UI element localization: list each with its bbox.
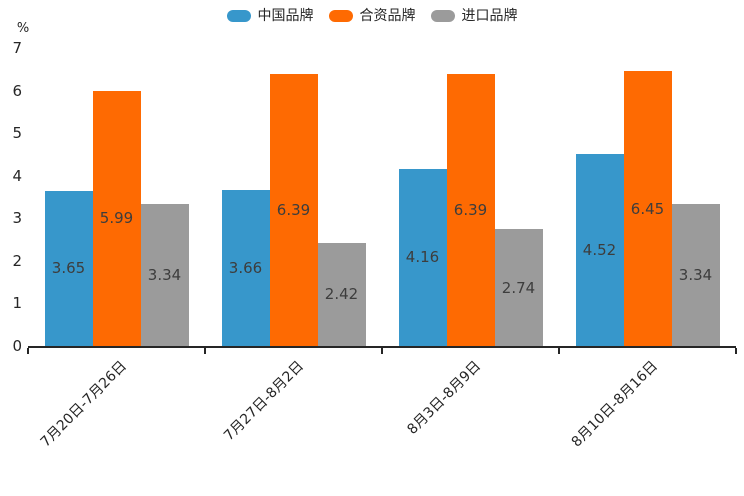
legend-item-0[interactable]: 中国品牌 <box>226 8 314 24</box>
bar-value-label: 2.42 <box>324 285 359 304</box>
x-axis-category-label-text: 7月27日-8月2日 <box>220 358 307 445</box>
legend-swatch-icon <box>328 10 353 22</box>
legend: 中国品牌 合资品牌 进口品牌 <box>0 8 744 24</box>
bar-series-1-group-0 <box>92 91 141 346</box>
bar-series-0-group-1 <box>221 190 270 346</box>
y-axis-tick-label: 1 <box>12 294 22 313</box>
x-axis-category-label-text: 8月10日-8月16日 <box>568 358 661 451</box>
bar-series-0-group-3 <box>575 153 624 346</box>
legend-swatch-icon <box>226 10 251 22</box>
y-axis-tick-label: 7 <box>12 39 22 57</box>
x-axis-tick <box>27 348 29 354</box>
bar-series-2-group-1 <box>317 242 366 346</box>
bar-series-2-group-3 <box>671 203 720 346</box>
bar-value-label: 6.39 <box>276 200 311 219</box>
y-axis-tick-label: 4 <box>12 166 22 185</box>
bar-value-label: 6.45 <box>630 199 665 218</box>
bar-series-2-group-2 <box>494 229 543 346</box>
bar-value-label: 3.65 <box>51 259 86 278</box>
y-axis-tick-label: 2 <box>12 251 22 270</box>
bar-value-label: 3.34 <box>147 265 182 284</box>
y-axis-tick-label: 5 <box>12 124 22 143</box>
legend-label: 中国品牌 <box>257 8 314 24</box>
bar-value-label: 6.39 <box>453 200 488 219</box>
legend-label: 进口品牌 <box>461 8 518 24</box>
x-axis-tick <box>204 348 206 354</box>
x-axis-category-label-text: 7月20日-7月26日 <box>37 358 130 451</box>
bar-series-1-group-2 <box>446 73 495 346</box>
bar-series-1-group-3 <box>623 71 672 346</box>
bar-series-0-group-2 <box>398 168 447 346</box>
y-axis-tick-label: 0 <box>12 337 22 355</box>
bar-value-label: 4.52 <box>582 240 617 259</box>
y-axis-tick-label: 6 <box>12 81 22 100</box>
bar-value-label: 3.66 <box>228 259 263 278</box>
plot-area: 3.65 5.99 3.34 3.66 6.39 2.42 4.16 6.39 2.74 4.52… <box>28 48 736 348</box>
legend-item-1[interactable]: 合资品牌 <box>328 8 416 24</box>
y-axis-unit-label: % <box>16 21 30 36</box>
x-axis-tick <box>558 348 560 354</box>
bar-value-label: 4.16 <box>405 248 440 267</box>
legend-label: 合资品牌 <box>359 8 416 24</box>
x-axis-tick <box>381 348 383 354</box>
x-axis-category-label-text: 8月3日-8月9日 <box>404 358 484 438</box>
bar-series-2-group-0 <box>140 203 189 346</box>
legend-item-2[interactable]: 进口品牌 <box>430 8 518 24</box>
x-axis-tick <box>735 348 737 354</box>
bar-series-1-group-1 <box>269 73 318 346</box>
bar-value-label: 2.74 <box>501 278 536 297</box>
bar-series-0-group-0 <box>44 190 93 346</box>
legend-swatch-icon <box>430 10 455 22</box>
bar-value-label: 3.34 <box>678 265 713 284</box>
y-axis-tick-label: 3 <box>12 209 22 228</box>
bar-value-label: 5.99 <box>99 209 134 228</box>
